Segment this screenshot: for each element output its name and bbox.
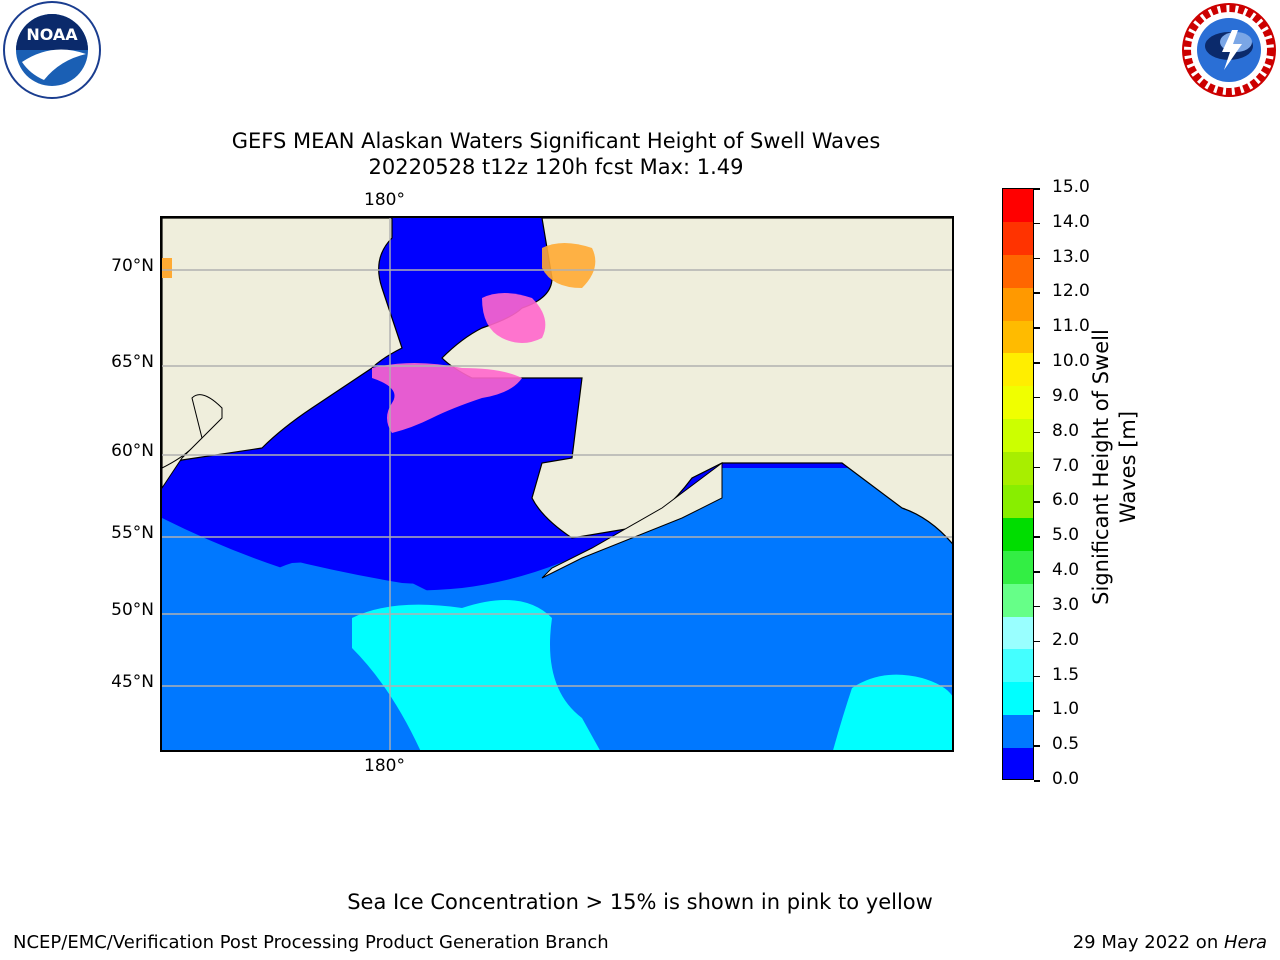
land-kamchatka xyxy=(162,394,223,489)
lon-label-bottom: 180° xyxy=(364,756,405,776)
colorbar-tick-mark xyxy=(1034,431,1040,434)
lat-label-60n: 60°N xyxy=(111,441,154,461)
colorbar-swatch xyxy=(1003,386,1033,421)
colorbar-tick-mark xyxy=(1034,780,1040,782)
colorbar-tick-mark xyxy=(1034,327,1040,329)
colorbar-tick-mark xyxy=(1034,745,1040,747)
colorbar-swatch xyxy=(1003,550,1033,585)
colorbar-swatch xyxy=(1003,452,1033,486)
chart-subtitle: 20220528 t12z 120h fcst Max: 1.49 xyxy=(368,155,744,179)
colorbar-swatch xyxy=(1003,221,1033,256)
colorbar-swatch xyxy=(1003,583,1033,618)
noaa-text: NOAA xyxy=(26,25,78,44)
colorbar-swatch xyxy=(1003,748,1033,779)
sea-ice-note: Sea Ice Concentration > 15% is shown in … xyxy=(347,890,933,914)
colorbar-tick-mark xyxy=(1034,222,1040,225)
colorbar-tick-label: 13.0 xyxy=(1052,246,1090,267)
colorbar-tick-label: 12.0 xyxy=(1052,281,1090,302)
colorbar-tick-mark xyxy=(1034,292,1040,294)
colorbar-tick-mark xyxy=(1034,675,1040,678)
colorbar-tick-mark xyxy=(1034,501,1040,503)
colorbar-label-line1: Significant Height of Swell xyxy=(1089,329,1113,605)
colorbar-swatch xyxy=(1003,320,1033,355)
credit-text: NCEP/EMC/Verification Post Processing Pr… xyxy=(13,932,609,953)
colorbar-tick-label: 9.0 xyxy=(1052,385,1080,406)
colorbar-tick-mark xyxy=(1034,605,1040,608)
map-canvas xyxy=(162,218,952,750)
lat-label-65n: 65°N xyxy=(111,352,154,372)
colorbar-tick-label: 11.0 xyxy=(1052,316,1090,337)
colorbar-tick-mark xyxy=(1034,362,1040,364)
colorbar-tick-label: 14.0 xyxy=(1052,211,1090,232)
colorbar-tick-mark xyxy=(1034,536,1040,538)
colorbar-swatch xyxy=(1003,649,1033,684)
colorbar-swatch xyxy=(1003,254,1033,289)
colorbar-tick-label: 1.5 xyxy=(1052,664,1080,685)
colorbar-label: Significant Height of Swell Waves [m] xyxy=(1088,167,1142,767)
chart-title: GEFS MEAN Alaskan Waters Significant Hei… xyxy=(231,129,881,153)
sea-ice-bering xyxy=(372,363,522,433)
swell-region-high-east xyxy=(833,674,952,750)
colorbar-tick-label: 0.0 xyxy=(1052,769,1080,789)
colorbar-swatch xyxy=(1003,517,1033,552)
colorbar-tick-mark xyxy=(1034,188,1040,190)
swell-region-high xyxy=(352,600,600,750)
colorbar-tick-label: 6.0 xyxy=(1052,490,1080,511)
sea-ice-norton xyxy=(482,293,546,343)
lat-label-45n: 45°N xyxy=(111,672,154,692)
colorbar-tick-label: 4.0 xyxy=(1052,560,1080,581)
sea-ice-chukchi xyxy=(542,243,596,288)
colorbar-swatch xyxy=(1003,287,1033,322)
colorbar-label-line2: Waves [m] xyxy=(1116,410,1140,524)
colorbar-tick-mark xyxy=(1034,710,1040,712)
noaa-logo: NOAA xyxy=(0,0,104,100)
graticule xyxy=(162,218,952,750)
colorbar-tick-label: 7.0 xyxy=(1052,455,1080,476)
date-text: 29 May 2022 on xyxy=(1072,932,1224,953)
lat-label-50n: 50°N xyxy=(111,600,154,620)
swell-region-moderate xyxy=(162,468,952,750)
alaska-peninsula xyxy=(541,462,723,579)
colorbar-swatch xyxy=(1003,353,1033,388)
colorbar-swatch xyxy=(1003,485,1033,519)
colorbar-swatch xyxy=(1003,419,1033,454)
colorbar-swatch xyxy=(1003,715,1033,750)
sea-ice-west xyxy=(162,258,172,278)
colorbar-tick-label: 8.0 xyxy=(1052,420,1080,441)
colorbar-tick-label: 0.5 xyxy=(1052,734,1080,755)
swell-region-moderate-west xyxy=(222,562,442,638)
colorbar xyxy=(1002,188,1034,780)
date-stamp: 29 May 2022 on Hera xyxy=(1073,932,1267,953)
land-siberia xyxy=(162,218,403,469)
lat-label-55n: 55°N xyxy=(111,523,154,543)
colorbar-swatch xyxy=(1003,189,1033,223)
colorbar-tick-mark xyxy=(1034,257,1040,260)
colorbar-tick-mark xyxy=(1034,396,1040,399)
machine-name: Hera xyxy=(1223,932,1267,953)
colorbar-tick-mark xyxy=(1034,640,1040,643)
colorbar-tick-label: 3.0 xyxy=(1052,594,1080,615)
colorbar-tick-label: 10.0 xyxy=(1052,351,1090,372)
colorbar-swatch xyxy=(1003,682,1033,717)
colorbar-tick-label: 2.0 xyxy=(1052,629,1080,650)
lat-label-70n: 70°N xyxy=(111,256,154,276)
colorbar-tick-label: 1.0 xyxy=(1052,699,1080,720)
colorbar-tick-label: 5.0 xyxy=(1052,525,1080,546)
colorbar-swatch xyxy=(1003,616,1033,651)
colorbar-tick-mark xyxy=(1034,466,1040,469)
colorbar-tick-mark xyxy=(1034,571,1040,573)
colorbar-tick-label: 15.0 xyxy=(1052,177,1090,197)
nws-logo xyxy=(1178,0,1280,100)
map-panel xyxy=(160,216,954,752)
lon-label-top: 180° xyxy=(364,190,405,210)
